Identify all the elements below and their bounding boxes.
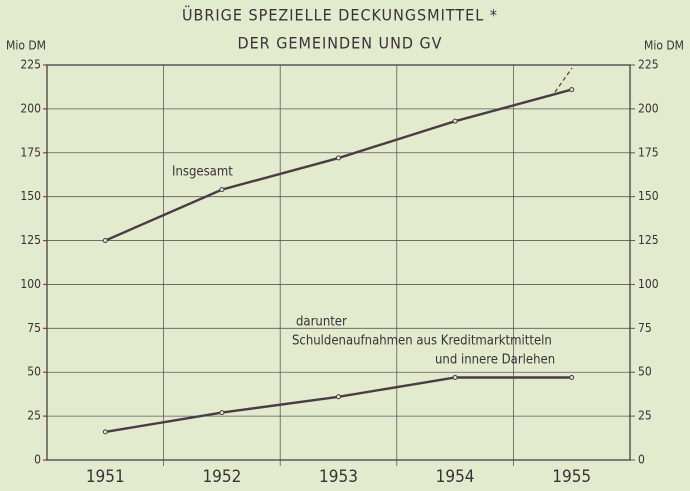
y-tick-label: 125: [20, 233, 41, 247]
series-label: Schuldenaufnahmen aus Kreditmarktmitteln: [292, 334, 552, 349]
chart-title: DER GEMEINDEN UND GV: [238, 34, 443, 53]
point: [452, 374, 458, 380]
y2-tick-label: 150: [638, 189, 659, 203]
extension-dash: [554, 67, 573, 93]
series-label: darunter: [296, 315, 347, 330]
series-label: und innere Darlehen: [435, 353, 555, 368]
y2-tick-label: 125: [638, 233, 659, 247]
y2-tick-label: 200: [638, 101, 659, 115]
point: [452, 118, 458, 124]
point: [569, 374, 575, 380]
y-tick-label: 75: [27, 321, 41, 335]
y-tick-label: 50: [27, 365, 41, 379]
y2-tick-label: 175: [638, 145, 659, 159]
point: [102, 238, 108, 244]
x-tick-label: 1953: [319, 467, 358, 487]
y-axis-label: Mio DM: [6, 39, 46, 53]
y2-axis-label: Mio DM: [644, 39, 684, 53]
point: [219, 410, 225, 416]
plot-frame: [46, 64, 631, 461]
point: [569, 87, 575, 93]
x-tick-label: 1955: [552, 467, 591, 487]
point: [336, 155, 341, 161]
y-tick-label: 25: [27, 409, 41, 423]
y-tick-label: 225: [20, 58, 41, 72]
y2-tick-label: 100: [638, 277, 659, 291]
y2-tick-label: 0: [638, 453, 645, 467]
y-tick-label: 0: [34, 453, 41, 467]
point: [336, 394, 341, 400]
y-tick-label: 150: [20, 189, 41, 203]
point: [102, 429, 108, 435]
y2-tick-label: 225: [638, 58, 659, 72]
y2-tick-label: 50: [638, 365, 652, 379]
x-tick-label: 1952: [202, 467, 241, 487]
y-tick-label: 175: [20, 145, 41, 159]
chart-title: ÜBRIGE SPEZIELLE DECKUNGSMITTEL *: [182, 6, 498, 25]
x-tick-label: 1951: [86, 467, 125, 487]
y-tick-label: 100: [20, 277, 41, 291]
series-label: Insgesamt: [172, 165, 233, 180]
point: [219, 187, 225, 193]
y2-tick-label: 75: [638, 321, 652, 335]
y2-tick-label: 25: [638, 409, 652, 423]
x-tick-label: 1954: [436, 467, 475, 487]
y-tick-label: 200: [20, 101, 41, 115]
